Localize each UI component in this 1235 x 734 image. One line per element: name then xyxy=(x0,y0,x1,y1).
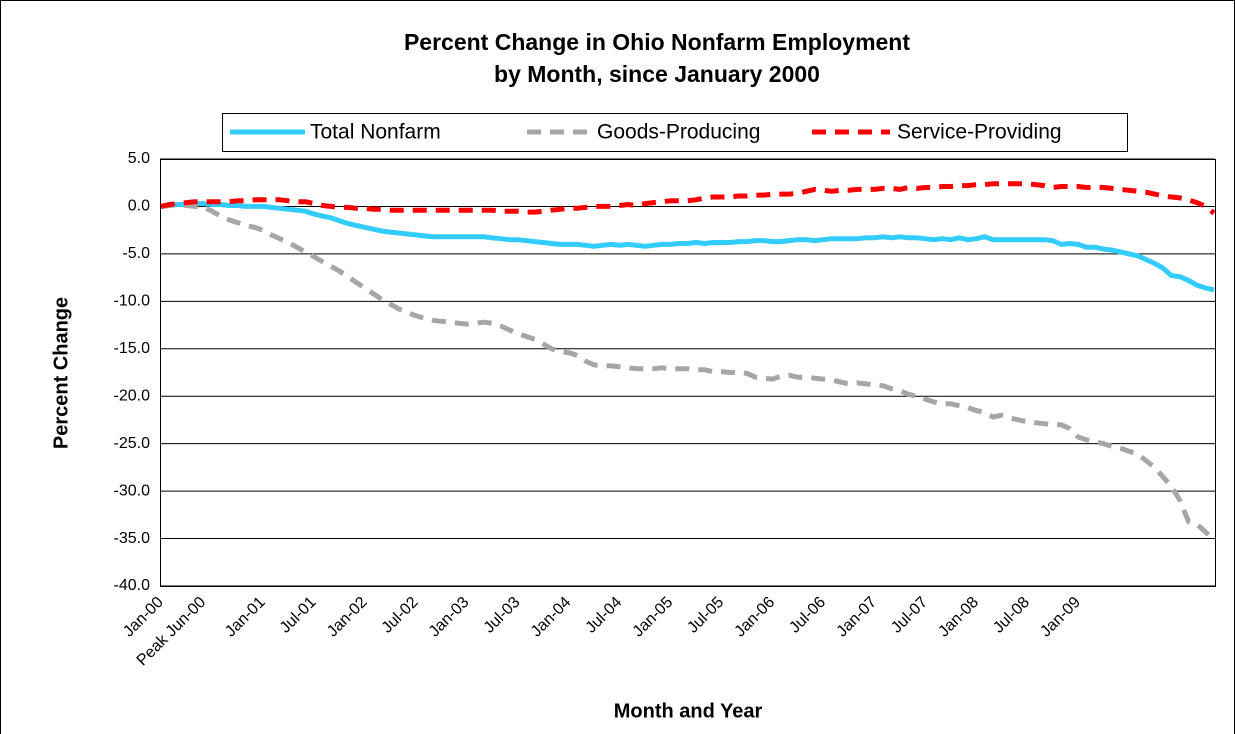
y-tick-label: -20.0 xyxy=(114,387,151,404)
y-tick-label: -35.0 xyxy=(114,530,151,547)
series-line xyxy=(160,181,1216,216)
y-tick-label: -5.0 xyxy=(122,245,150,262)
x-axis-title: Month and Year xyxy=(614,700,763,722)
y-tick-label: -15.0 xyxy=(114,340,151,357)
y-tick-label: 5.0 xyxy=(128,150,150,167)
legend-box xyxy=(222,113,1128,152)
y-tick-label: -10.0 xyxy=(114,293,151,310)
series-line xyxy=(160,201,1215,293)
legend-label: Service-Providing xyxy=(897,121,1062,144)
y-tick-label: 0.0 xyxy=(128,198,150,215)
legend-label: Total Nonfarm xyxy=(310,121,441,144)
legend-label: Goods-Producing xyxy=(597,121,760,144)
chart-title: by Month, since January 2000 xyxy=(494,61,820,87)
series-line xyxy=(160,202,1216,543)
y-tick-label: -40.0 xyxy=(114,577,151,594)
y-tick-label: -30.0 xyxy=(114,482,151,499)
chart-title: Percent Change in Ohio Nonfarm Employmen… xyxy=(404,29,910,55)
plot-area xyxy=(160,159,1216,587)
y-axis-title: Percent Change xyxy=(50,297,72,449)
y-tick-label: -25.0 xyxy=(114,435,151,452)
